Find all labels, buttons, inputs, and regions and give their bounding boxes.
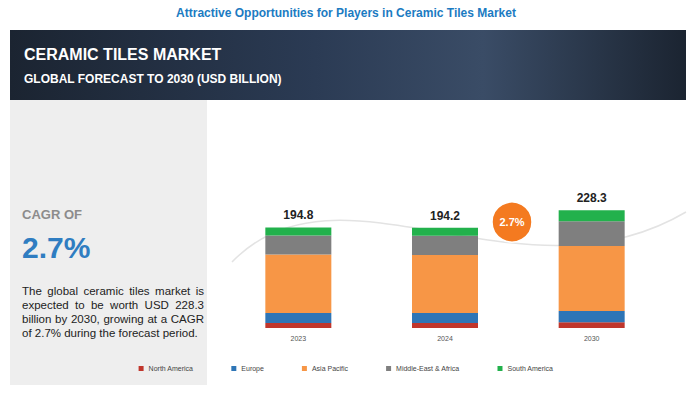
svg-text:228.3: 228.3: [577, 191, 607, 205]
svg-text:2.7%: 2.7%: [499, 216, 524, 228]
svg-text:194.8: 194.8: [283, 208, 313, 222]
html-text:The global ceramic tiles marke: The global ceramic tiles market is expec…: [22, 285, 204, 339]
svg-text:South America: South America: [507, 365, 553, 372]
svg-text:194.2: 194.2: [430, 209, 460, 223]
svg-text:Middle-East & Africa: Middle-East & Africa: [396, 365, 459, 372]
svg-text:2030: 2030: [584, 335, 600, 342]
svg-text:North America: North America: [149, 365, 193, 372]
svg-text:2023: 2023: [291, 335, 307, 342]
html-text:Attractive Opportunities for P: Attractive Opportunities for Players in …: [176, 6, 516, 20]
html-text:GLOBAL FORECAST TO 2030 (USD B: GLOBAL FORECAST TO 2030 (USD BILLION): [24, 72, 282, 86]
html-text:2.7%: 2.7%: [22, 231, 91, 264]
html-text:CERAMIC TILES MARKET: CERAMIC TILES MARKET: [24, 46, 222, 63]
svg-text:Asia Pacific: Asia Pacific: [312, 365, 349, 372]
svg-text:2024: 2024: [437, 335, 453, 342]
html-text:CAGR OF: CAGR OF: [22, 207, 82, 222]
svg-text:Europe: Europe: [241, 365, 264, 373]
